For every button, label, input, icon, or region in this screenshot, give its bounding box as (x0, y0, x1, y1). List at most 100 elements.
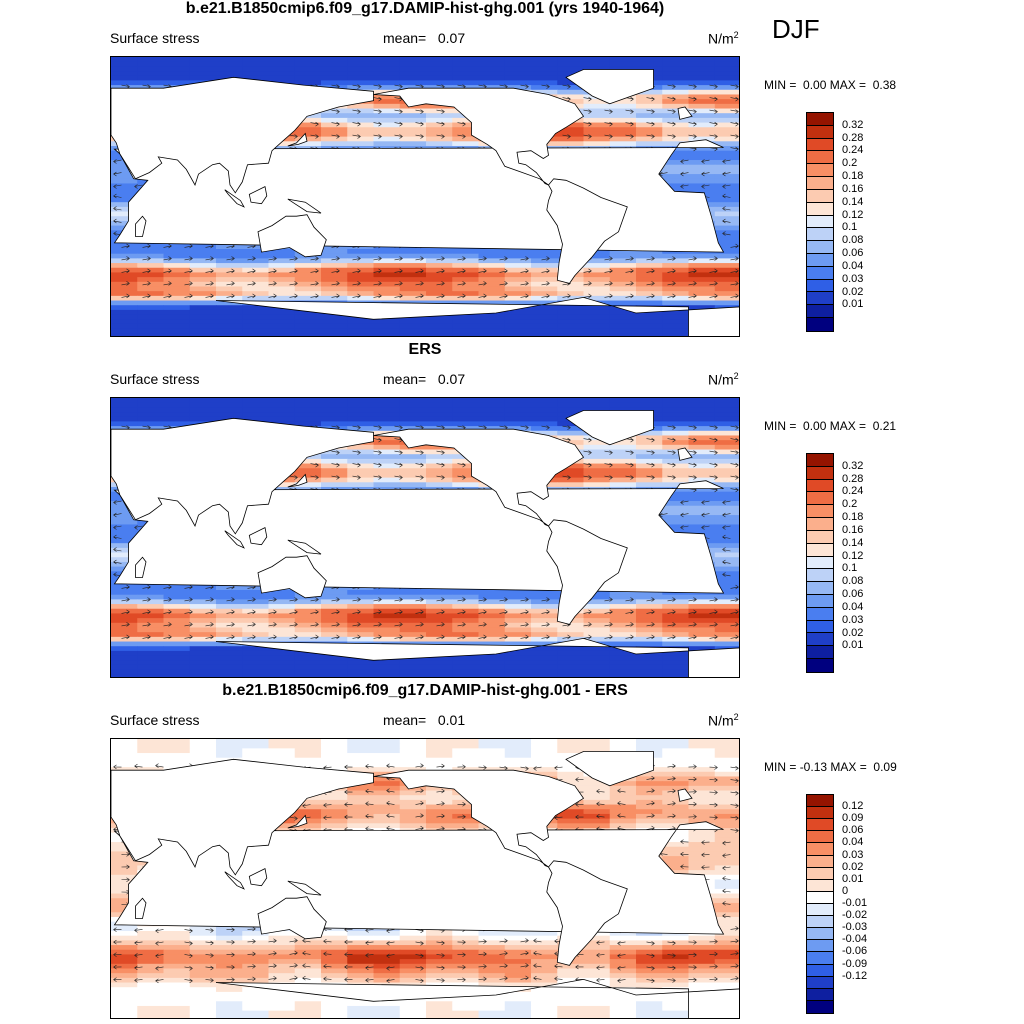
mean-label: mean= 0.07 (383, 30, 466, 46)
colorbar-swatch (807, 867, 833, 880)
colorbar-swatch (807, 976, 833, 989)
colorbar-tick-label: 0.09 (842, 812, 864, 825)
colorbar-tick-label: 0.28 (842, 131, 864, 144)
colorbar-swatch (807, 807, 833, 820)
colorbar-tick-label: 0.2 (842, 157, 858, 170)
colorbar-swatch (807, 916, 833, 929)
min-max-label: MIN = -0.13 MAX = 0.09 (764, 760, 897, 774)
colorbar-swatch (807, 891, 833, 904)
colorbar-swatch (807, 202, 833, 216)
colorbar-tick-label: 0.2 (842, 498, 858, 511)
colorbar-swatch (807, 189, 833, 203)
mean-label: mean= 0.01 (383, 712, 466, 728)
mean-label: mean= 0.07 (383, 371, 466, 387)
season-label: DJF (772, 14, 820, 44)
map-plot-difference (110, 738, 740, 1019)
colorbar-tick-label: -0.12 (842, 969, 868, 982)
colorbar-swatch (807, 215, 833, 229)
colorbar-swatch (807, 518, 833, 531)
colorbar-tick-label: 0.08 (842, 575, 864, 588)
colorbar-tick-label: 0.16 (842, 523, 864, 536)
colorbar-tick-label: -0.04 (842, 933, 868, 946)
colorbar-tick-label: -0.02 (842, 909, 868, 922)
colorbar-swatch (807, 543, 833, 557)
colorbar-tick-label: 0.32 (842, 118, 864, 131)
map-svg (111, 57, 739, 336)
colorbar-swatch (807, 241, 833, 254)
colorbar-swatch (807, 305, 833, 318)
continents (111, 751, 739, 1018)
unit-label: N/m2 (708, 712, 739, 729)
colorbar-swatch (807, 318, 833, 331)
variable-label: Surface stress (110, 371, 200, 387)
colorbar-swatch (807, 940, 833, 953)
colorbar-tick-label: 0.24 (842, 485, 864, 498)
colorbar-swatch (807, 646, 833, 659)
panel-ers: ERS Surface stress mean= 0.07 N/m2 MIN =… (0, 341, 1024, 682)
colorbar-swatch (807, 151, 833, 165)
colorbar-tick-label: -0.01 (842, 897, 868, 909)
variable-label: Surface stress (110, 712, 200, 728)
colorbar-swatch (807, 819, 833, 832)
colorbar-tick-label: 0.12 (842, 549, 864, 562)
colorbar-swatch (807, 952, 833, 965)
panel-model: b.e21.B1850cmip6.f09_g17.DAMIP-hist-ghg.… (0, 0, 1024, 341)
colorbar-tick-label: -0.06 (842, 945, 868, 958)
colorbar-tick-label: 0.1 (842, 562, 858, 575)
continents (111, 69, 739, 336)
map-svg (111, 739, 739, 1018)
colorbar-tick-label: 0.04 (842, 600, 864, 613)
min-max-label: MIN = 0.00 MAX = 0.38 (764, 78, 897, 92)
min-max-label: MIN = 0.00 MAX = 0.21 (764, 419, 897, 433)
unit-label: N/m2 (708, 371, 739, 388)
panel-title: ERS (408, 341, 442, 358)
colorbar-swatch (807, 479, 833, 493)
colorbar-swatch (807, 855, 833, 868)
colorbar-swatch (807, 253, 833, 267)
colorbar-tick-label: 0.03 (842, 848, 864, 861)
colorbar-tick-label: 0.28 (842, 472, 864, 485)
colorbar-swatch (807, 164, 833, 178)
colorbar-swatch (807, 879, 833, 892)
map-plot-model (110, 56, 740, 337)
colorbar-swatch (807, 138, 833, 152)
colorbar-tick-label: -0.09 (842, 957, 868, 970)
colorbar-tick-label: 0.04 (842, 259, 864, 272)
colorbar-swatch (807, 620, 833, 634)
colorbar-tick-label: 0.03 (842, 272, 864, 285)
colorbar-tick-label: 0.24 (842, 144, 864, 157)
colorbar-tick-label: 0.16 (842, 182, 864, 195)
unit-label: N/m2 (708, 30, 739, 47)
colorbar-tick-label: 0.32 (842, 459, 864, 472)
colorbar-tick-label: 0.18 (842, 170, 864, 183)
colorbar-swatch (807, 113, 833, 126)
variable-label: Surface stress (110, 30, 200, 46)
colorbar-tick-label: 0.01 (842, 298, 864, 311)
colorbar-swatch (807, 903, 833, 917)
colorbar-tick-label: 0.14 (842, 536, 864, 549)
colorbar-tick-label: 0.06 (842, 824, 864, 837)
colorbar-tick-label: 0.04 (842, 836, 864, 849)
colorbar-swatch (807, 556, 833, 570)
colorbar-swatch (807, 582, 833, 595)
colorbar-swatch (807, 964, 833, 977)
colorbar-tick-label: 0.01 (842, 639, 864, 652)
colorbar (806, 112, 834, 332)
colorbar-swatch (807, 492, 833, 506)
colorbar-swatch (807, 228, 833, 242)
colorbar-tick-label: 0.06 (842, 588, 864, 601)
colorbar-tick-label: 0.08 (842, 234, 864, 247)
colorbar-tick-label: 0 (842, 884, 849, 897)
colorbar-swatch (807, 659, 833, 672)
colorbar-tick-label: 0.06 (842, 247, 864, 260)
colorbar-swatch (807, 607, 833, 621)
colorbar-tick-label: 0.03 (842, 613, 864, 626)
colorbar-swatch (807, 454, 833, 467)
colorbar-swatch (807, 177, 833, 190)
colorbar-swatch (807, 530, 833, 544)
colorbar-swatch (807, 594, 833, 608)
colorbar-tick-label: -0.03 (842, 921, 868, 934)
colorbar (806, 453, 834, 673)
colorbar-swatch (807, 1000, 833, 1013)
colorbar-swatch (807, 569, 833, 583)
